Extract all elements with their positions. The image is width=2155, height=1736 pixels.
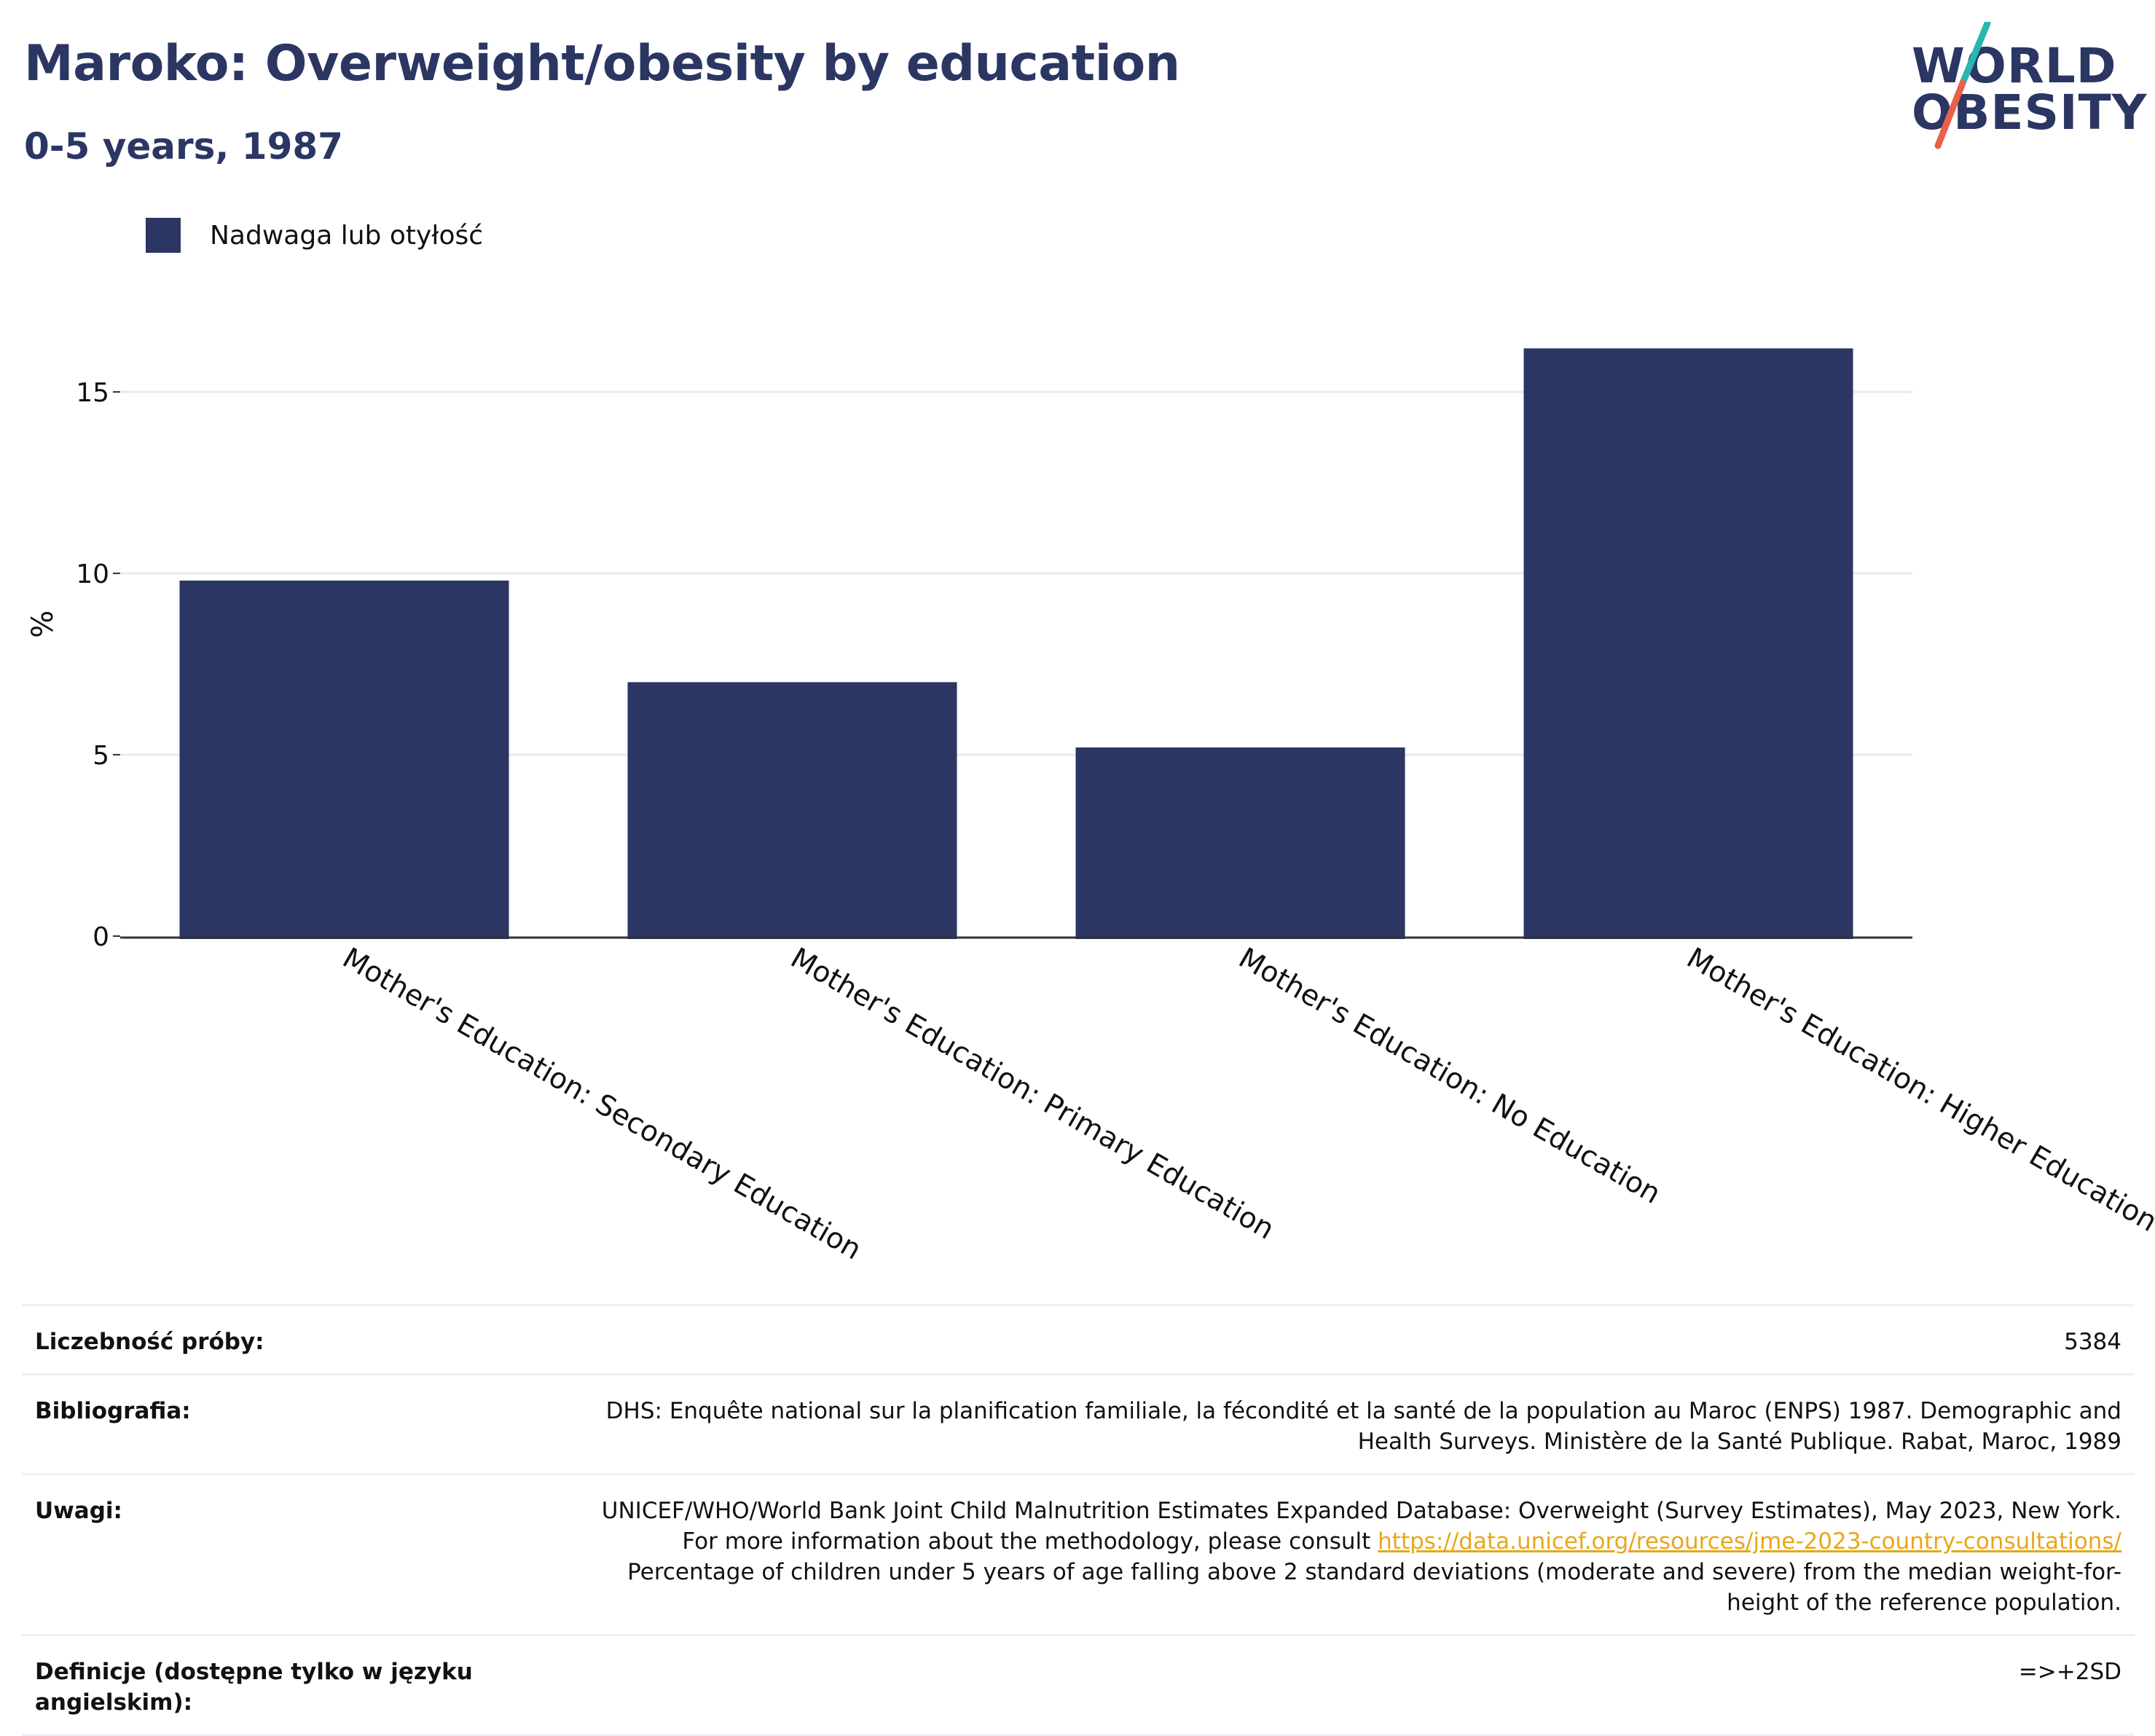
bar — [627, 682, 957, 939]
meta-row-definitions: Definicje (dostępne tylko w języku angie… — [22, 1634, 2135, 1736]
x-tick-label: Mother's Education: Primary Education — [785, 942, 1280, 1246]
legend: Nadwaga lub otyłość — [146, 216, 483, 254]
notes-text-after: Percentage of children under 5 years of … — [627, 1559, 2121, 1616]
x-tick-label: Mother's Education: Higher Education — [1681, 942, 2155, 1238]
meta-value: =>+2SD — [560, 1657, 2121, 1718]
meta-row-notes: Uwagi: UNICEF/WHO/World Bank Joint Child… — [22, 1473, 2135, 1634]
meta-row-bibliography: Bibliografia: DHS: Enquête national sur … — [22, 1373, 2135, 1473]
y-tick-label: 15 — [76, 378, 109, 408]
chart-title: Maroko: Overweight/obesity by education — [24, 35, 1180, 93]
methodology-link[interactable]: https://data.unicef.org/resources/jme-20… — [1378, 1528, 2121, 1555]
bar — [179, 581, 509, 939]
meta-value: UNICEF/WHO/World Bank Joint Child Malnut… — [560, 1496, 2121, 1618]
bar — [1075, 747, 1405, 939]
chart-subtitle: 0-5 years, 1987 — [24, 125, 343, 168]
legend-swatch — [146, 218, 181, 253]
meta-value: DHS: Enquête national sur la planificati… — [560, 1396, 2121, 1457]
bar-chart: 0 5 10 15% Mother's Education: Secondary Edu… — [0, 277, 2155, 1297]
metadata-table: Liczebność próby: 5384 Bibliografia: DHS… — [22, 1304, 2135, 1736]
meta-value: 5384 — [560, 1327, 2121, 1357]
meta-key: Liczebność próby: — [35, 1327, 501, 1357]
world-obesity-logo: WORLD OBESITY — [1901, 22, 2142, 153]
y-tick-label: 0 — [93, 922, 109, 952]
y-tick-label: 10 — [76, 559, 109, 589]
logo-slash-icon — [1901, 22, 2142, 153]
meta-key: Uwagi: — [35, 1496, 501, 1618]
meta-row-sample-size: Liczebność próby: 5384 — [22, 1304, 2135, 1373]
bar — [1523, 348, 1853, 939]
meta-key: Bibliografia: — [35, 1396, 501, 1457]
y-tick-label: 5 — [93, 741, 109, 771]
x-tick-label: Mother's Education: No Education — [1233, 942, 1666, 1211]
meta-key: Definicje (dostępne tylko w języku angie… — [35, 1657, 501, 1718]
legend-label: Nadwaga lub otyłość — [210, 221, 483, 251]
y-axis-label: % — [26, 610, 60, 638]
x-tick-label: Mother's Education: Secondary Education — [337, 942, 867, 1267]
